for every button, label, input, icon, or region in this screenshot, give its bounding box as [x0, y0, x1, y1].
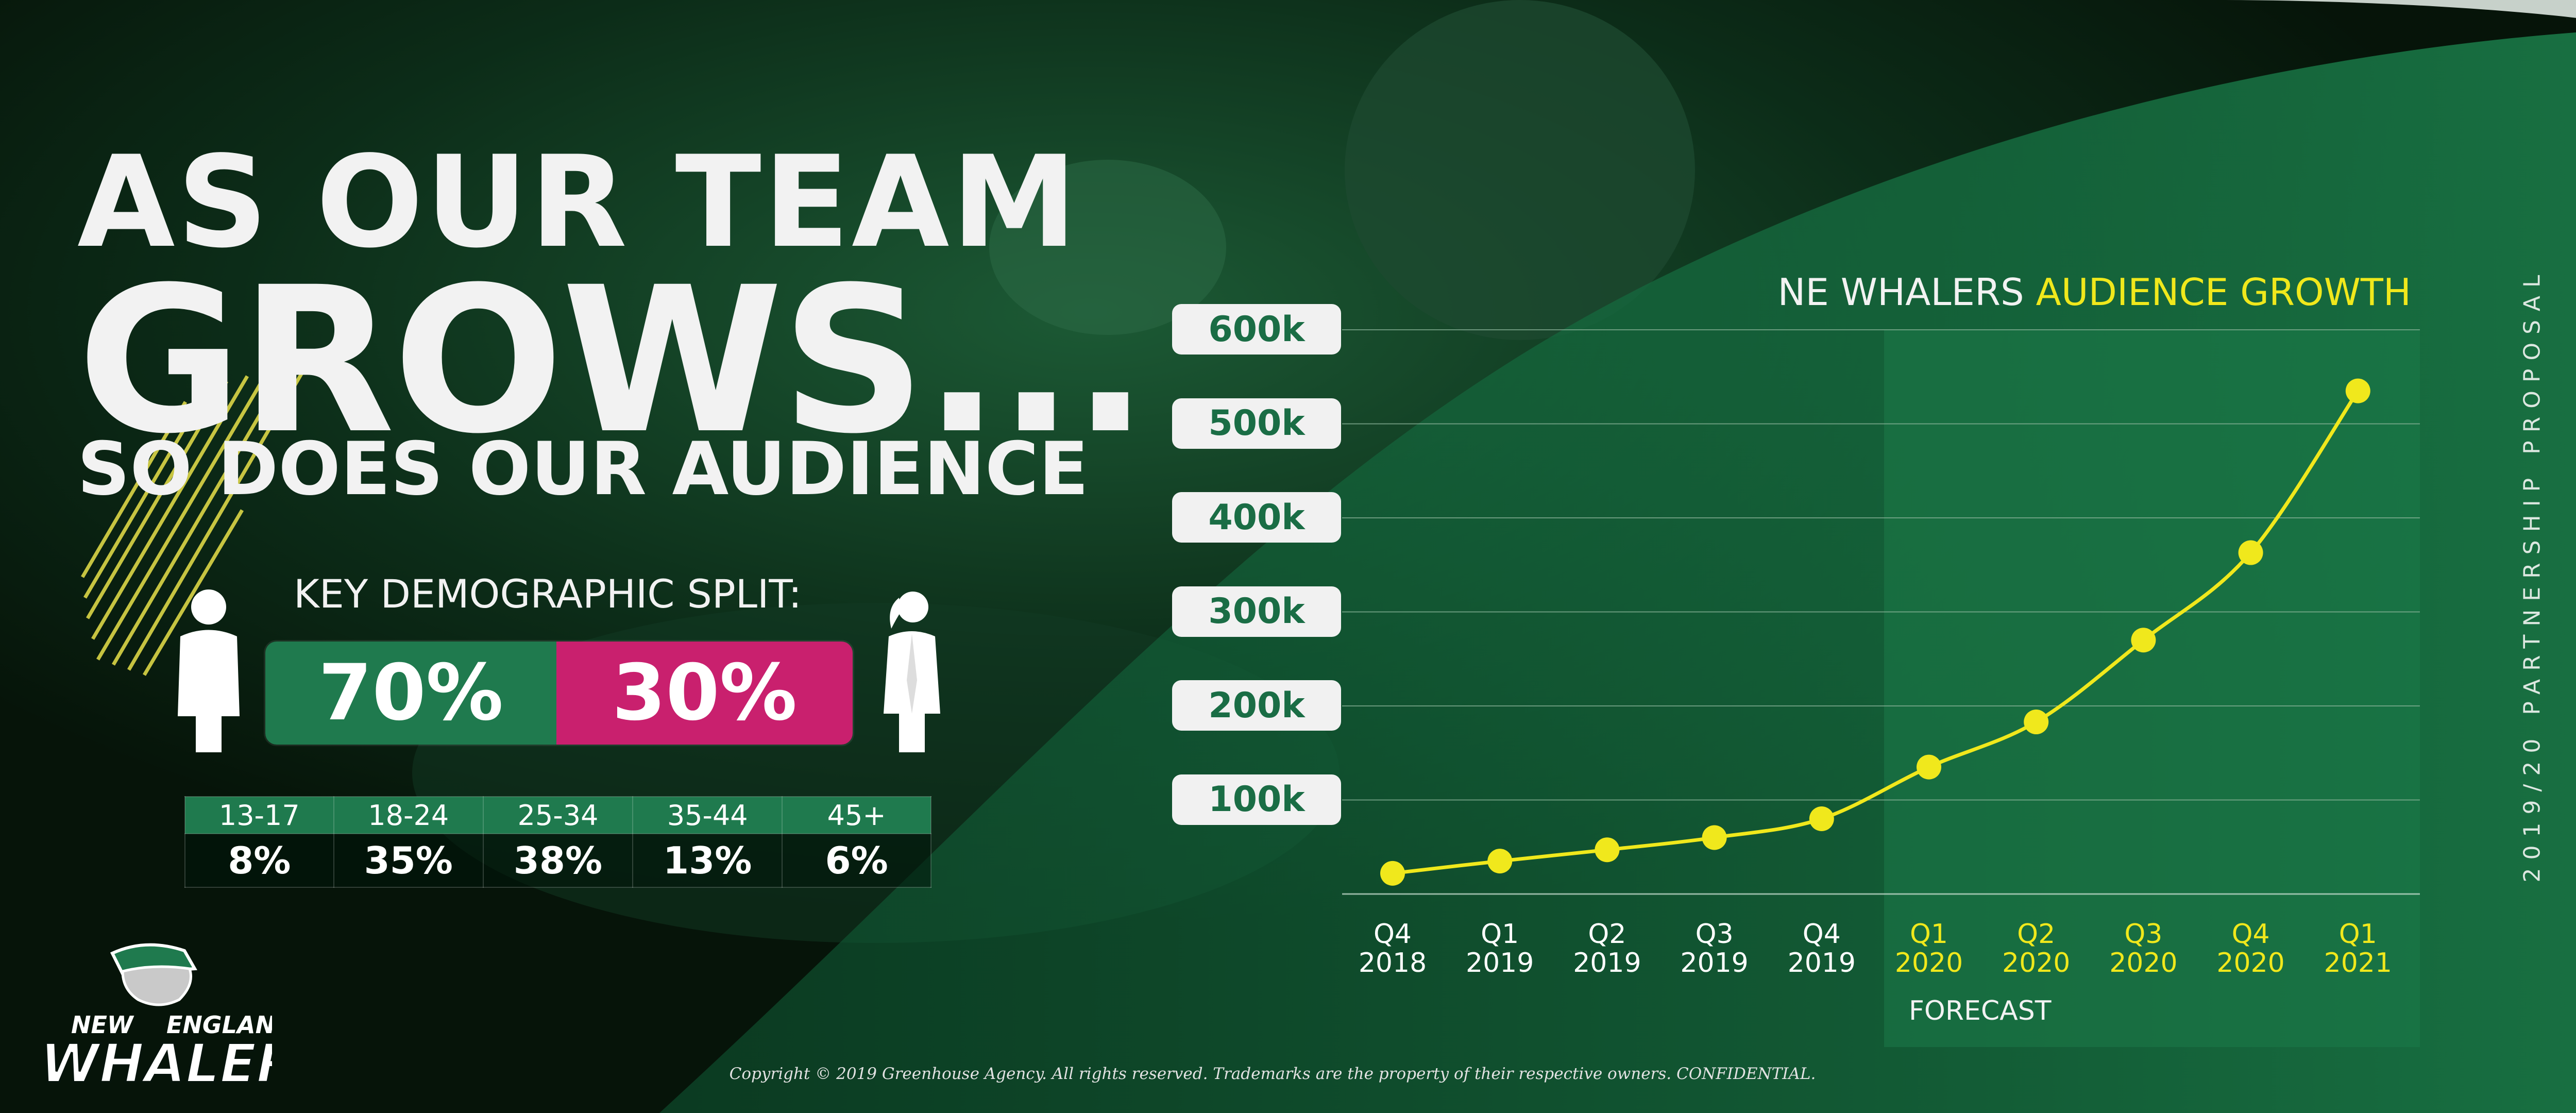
headline-line-1: AS OUR TEAM	[77, 129, 1079, 276]
y-tick-label: 100k	[1172, 774, 1341, 825]
age-range-label: 13-17	[184, 796, 334, 834]
hatch-decoration	[80, 360, 311, 676]
age-range-value: 13%	[632, 833, 783, 888]
age-range-value: 38%	[482, 833, 634, 888]
gender-split-bar: 70% 30%	[265, 642, 853, 745]
forecast-label: FORECAST	[1909, 996, 2052, 1026]
female-figure-icon	[884, 592, 940, 752]
copyright-notice: Copyright © 2019 Greenhouse Agency. All …	[729, 1065, 1816, 1083]
side-caption: 2019/20 PARTNERSHIP PROPOSAL	[2519, 266, 2546, 883]
logo-word-new: NEW	[71, 1011, 134, 1039]
x-tick-label: Q3 2019	[1680, 919, 1749, 979]
age-range-label: 18-24	[333, 796, 484, 834]
headline-line-2: GROWS...	[77, 244, 1148, 478]
y-tick-label: 200k	[1172, 680, 1341, 731]
x-tick-label: Q1 2021	[2324, 919, 2392, 979]
age-range-value: 35%	[333, 833, 484, 888]
logo-word-england: ENGLAND	[166, 1011, 272, 1039]
chart-title-highlight: AUDIENCE GROWTH	[2036, 271, 2411, 314]
age-range-label: 45+	[782, 796, 931, 834]
male-share: 70%	[265, 642, 556, 745]
age-range-value: 6%	[782, 833, 931, 888]
logo-word-whalers: WHALERS	[40, 1032, 272, 1092]
y-tick-label: 600k	[1172, 304, 1341, 355]
x-tick-label: Q4 2019	[1787, 919, 1856, 979]
female-share: 30%	[556, 642, 853, 745]
y-tick-label: 500k	[1172, 398, 1341, 449]
age-group-table: 13-17 18-24 25-34 35-44 45+ 8% 35% 38% 1…	[184, 796, 931, 888]
x-tick-label: Q4 2020	[2216, 919, 2285, 979]
x-tick-label: Q2 2019	[1573, 919, 1641, 979]
age-range-label: 35-44	[632, 796, 783, 834]
x-tick-label: Q2 2020	[2002, 919, 2071, 979]
y-tick-label: 400k	[1172, 492, 1341, 543]
x-tick-label: Q4 2018	[1358, 919, 1427, 979]
whalers-logo: NEW ENGLAND WHALERS	[39, 943, 272, 1092]
x-tick-label: Q3 2020	[2109, 919, 2178, 979]
headline-line-3: SO DOES OUR AUDIENCE	[77, 427, 1089, 512]
age-range-label: 25-34	[482, 796, 634, 834]
x-tick-label: Q1 2019	[1466, 919, 1534, 979]
demographic-title: KEY DEMOGRAPHIC SPLIT:	[294, 571, 802, 617]
y-tick-label: 300k	[1172, 586, 1341, 637]
male-figure-icon	[178, 589, 240, 752]
chart-title: NE WHALERS AUDIENCE GROWTH	[1778, 271, 2411, 314]
x-tick-label: Q1 2020	[1894, 919, 1963, 979]
age-range-value: 8%	[184, 833, 334, 888]
chart-title-part-1: NE WHALERS	[1777, 271, 2036, 314]
